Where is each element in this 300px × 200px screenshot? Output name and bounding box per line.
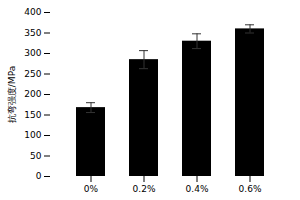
svg-text:0%: 0% — [84, 184, 99, 194]
svg-text:0.6%: 0.6% — [239, 184, 262, 194]
svg-text:250: 250 — [24, 69, 41, 79]
svg-text:400: 400 — [24, 7, 41, 17]
svg-text:0.2%: 0.2% — [133, 184, 156, 194]
svg-text:抗弯强度/MPa: 抗弯强度/MPa — [7, 66, 17, 123]
svg-text:350: 350 — [24, 28, 41, 38]
svg-text:50: 50 — [30, 151, 42, 161]
svg-text:0: 0 — [36, 171, 42, 181]
svg-text:300: 300 — [24, 48, 41, 58]
svg-text:150: 150 — [24, 110, 41, 120]
svg-text:200: 200 — [24, 89, 41, 99]
svg-text:0.4%: 0.4% — [186, 184, 209, 194]
svg-text:100: 100 — [24, 130, 41, 140]
